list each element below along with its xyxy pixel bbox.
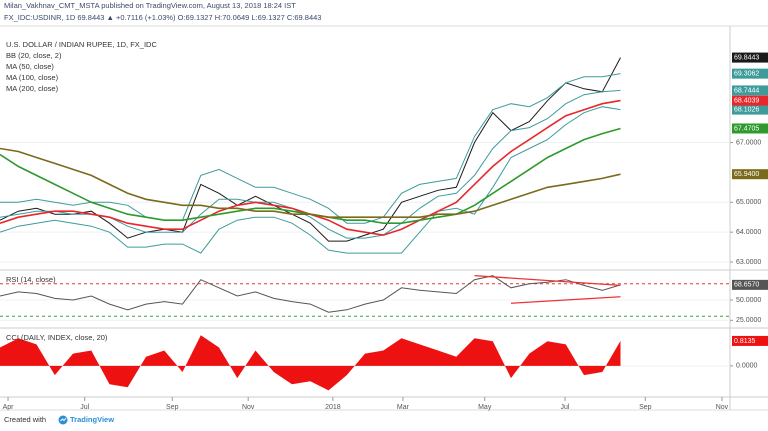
price-line <box>0 57 621 242</box>
price-tag <box>732 169 768 180</box>
trendline <box>474 275 621 287</box>
y-tick-label: 67.0000 <box>736 139 761 146</box>
x-tick-label: Sep <box>639 404 652 411</box>
price-tag <box>732 85 768 96</box>
y-tick-label: 50.0000 <box>736 297 761 304</box>
x-tick-label: Jul <box>80 404 89 411</box>
trendline <box>510 296 621 304</box>
price-tag-label: 68.7444 <box>734 87 759 94</box>
x-tick-label: Mar <box>397 404 410 411</box>
indicator-line <box>0 275 621 313</box>
quote: FX_IDC:USDINR, 1D 69.8443 ▲ +0.7116 (+1.… <box>4 13 321 22</box>
x-tick-label: Apr <box>3 404 15 411</box>
panel-title: RSI (14, close) <box>6 275 56 284</box>
price-tag <box>732 52 768 63</box>
y-tick-label: 25.0000 <box>736 317 761 324</box>
bb-band <box>0 106 621 254</box>
y-tick-label: 63.0000 <box>736 259 761 266</box>
x-tick-label: Nov <box>716 404 729 411</box>
publisher: Milan_Vakhnav_CMT_MSTA published on Trad… <box>4 1 296 10</box>
y-tick-label: 65.0000 <box>736 199 761 206</box>
price-tag <box>732 95 768 106</box>
footer-created: Created with <box>4 415 46 424</box>
price-tag-label: 69.3062 <box>734 70 759 77</box>
price-tag-label: 68.4039 <box>734 97 759 104</box>
price-tag-label: 67.4705 <box>734 125 759 132</box>
legend-entry: MA (100, close) <box>6 73 59 82</box>
logo <box>58 415 68 425</box>
price-tag <box>732 279 768 290</box>
price-tag-label: 69.8443 <box>734 54 759 61</box>
x-tick-label: Sep <box>166 404 179 411</box>
y-tick-label: 0.0000 <box>736 363 758 370</box>
price-tag <box>732 104 768 115</box>
y-tick-label: 64.0000 <box>736 229 761 236</box>
price-tag <box>732 335 768 346</box>
x-tick-label: Nov <box>242 404 255 411</box>
legend-entry: U.S. DOLLAR / INDIAN RUPEE, 1D, FX_IDC <box>6 40 157 49</box>
legend-entry: MA (50, close) <box>6 62 54 71</box>
price-tag <box>732 123 768 134</box>
price-tag-label: 0.8135 <box>734 338 756 345</box>
legend-entry: MA (200, close) <box>6 84 59 93</box>
bb-band <box>0 73 621 224</box>
legend-entry: BB (20, close, 2) <box>6 51 62 60</box>
x-tick-label: May <box>478 404 492 411</box>
price-tag-label: 65.9400 <box>734 171 759 178</box>
price-tag-label: 68.1026 <box>734 106 759 113</box>
cci-area <box>0 335 621 391</box>
x-tick-label: 2018 <box>325 404 341 411</box>
indicator-line <box>0 147 621 218</box>
price-tag-label: 68.6570 <box>734 282 759 289</box>
x-tick-label: Jul <box>561 404 570 411</box>
panel-title: CCI (DAILY, INDEX, close, 20) <box>6 333 108 342</box>
footer-brand[interactable]: TradingView <box>70 415 114 424</box>
price-tag <box>732 68 768 79</box>
